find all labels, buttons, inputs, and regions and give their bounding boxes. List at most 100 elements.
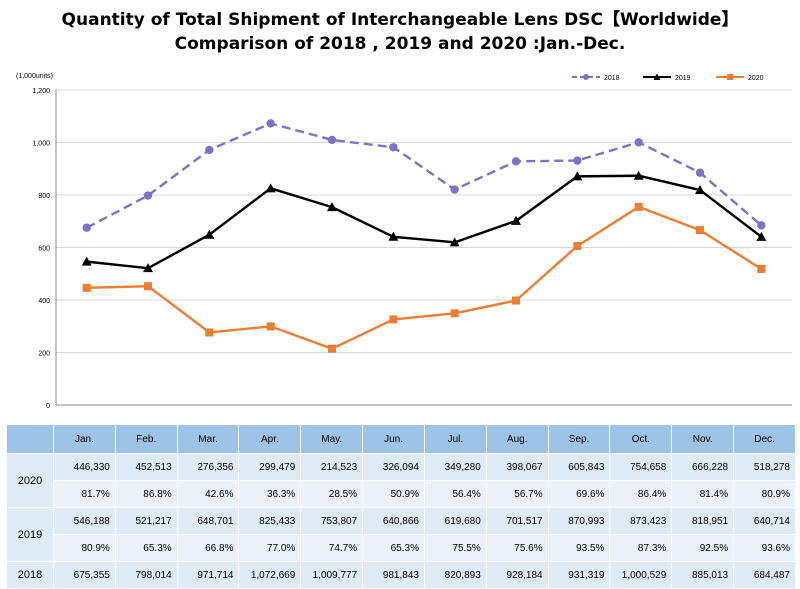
table-cell-percent: 86.8% <box>114 480 178 508</box>
table-cell-percent: 75.5% <box>423 534 487 562</box>
point-2020-Sep. <box>573 241 582 250</box>
table-cell-value: 753,807 <box>300 507 364 535</box>
point-2018-Dec. <box>757 221 766 230</box>
table-cell-value: 818,951 <box>671 507 735 535</box>
table-cell-value: 971,714 <box>176 561 240 589</box>
point-2019-Nov. <box>695 185 705 195</box>
point-2020-Jul. <box>450 309 459 318</box>
point-2019-May. <box>327 202 337 212</box>
table-row-2018: 2018 675,355 798,014 971,714 1,072,669 1,009,… <box>6 561 796 589</box>
table-cell-value: 870,993 <box>547 507 611 535</box>
table-cell-value: 1,009,777 <box>300 561 364 589</box>
series-line-2020 <box>86 205 762 350</box>
y-axis-label: (1,000units) <box>16 73 53 80</box>
table-cell-percent: 65.3% <box>362 534 425 562</box>
table-cell-percent: 77.0% <box>238 534 302 562</box>
point-2020-Jan. <box>82 283 91 292</box>
point-2019-Mar. <box>204 229 215 239</box>
table-cell-value: 518,278 <box>733 453 796 481</box>
table-cell-percent: 69.6% <box>547 480 611 508</box>
series-line-2019 <box>86 174 763 270</box>
point-2020-Oct. <box>634 202 643 211</box>
column-header: Sep. <box>547 424 611 454</box>
column-header: Oct. <box>609 424 673 454</box>
table-cell-value: 299,479 <box>238 453 302 481</box>
chart-title: Quantity of Total Shipment of Interchang… <box>0 8 800 56</box>
table-cell-percent: 92.5% <box>671 534 735 562</box>
table-cell-value: 214,523 <box>300 453 364 481</box>
column-header: Feb. <box>114 424 178 454</box>
table-cell-value: 1,072,669 <box>238 561 302 589</box>
table-cell-percent: 80.9% <box>733 480 796 508</box>
table-cell-percent: 75.6% <box>485 534 549 562</box>
column-header: Aug. <box>485 424 549 454</box>
point-2018-Nov. <box>695 168 705 177</box>
point-2020-May. <box>328 344 336 353</box>
legend-label-2018: 2018 <box>604 75 620 82</box>
point-2020-Dec. <box>757 264 766 273</box>
table-cell-percent: 66.8% <box>176 534 240 562</box>
table-cell-percent: 74.7% <box>300 534 364 562</box>
legend-label-2020: 2020 <box>748 75 764 82</box>
table-cell-value: 326,094 <box>362 453 425 481</box>
table-cell-value: 684,487 <box>733 561 796 589</box>
table-cell-value: 981,843 <box>362 561 425 589</box>
table-cell-value: 820,893 <box>423 561 487 589</box>
table-cell-value: 398,067 <box>485 453 549 481</box>
table-cell-value: 546,188 <box>53 507 116 535</box>
data-table: Jan. Feb. Mar. Apr. May. Jun. Jul. Aug. Sep. Oct.… <box>6 424 796 589</box>
point-2018-Sep. <box>573 156 582 165</box>
point-2019-Dec. <box>756 231 767 241</box>
table-cell-value: 640,866 <box>362 507 425 535</box>
table-cell-value: 452,513 <box>114 453 178 481</box>
table-cell-percent: 65.3% <box>114 534 178 562</box>
table-cell-value: 666,228 <box>671 453 735 481</box>
point-2020-Feb. <box>144 282 152 291</box>
table-row-2019: 2019 546,188 521,217 648,701 825,433 753,807 6… <box>6 507 796 562</box>
table-cell-percent: 56.4% <box>423 480 487 508</box>
point-2019-Apr. <box>265 183 276 193</box>
table-cell-percent: 86.4% <box>609 480 673 508</box>
table-body: 2020 446,330 452,513 276,356 299,479 214,523 3… <box>6 453 796 589</box>
point-2020-Jun. <box>389 315 398 324</box>
table-cell-percent: 36.3% <box>238 480 302 508</box>
y-tick-label: 600 <box>38 246 50 253</box>
point-2019-Jul. <box>449 237 460 247</box>
table-cell-value: 640,714 <box>733 507 796 535</box>
table-cell-value: 276,356 <box>176 453 240 481</box>
point-2019-Sep. <box>572 171 583 181</box>
table-row-2020: 2020 446,330 452,513 276,356 299,479 214,523 3… <box>6 453 796 508</box>
column-header: May. <box>300 424 364 454</box>
y-tick-label: 400 <box>38 298 50 305</box>
point-2018-Jul. <box>450 185 459 194</box>
table-corner-cell <box>6 424 54 454</box>
point-2018-Aug. <box>511 157 521 166</box>
table-cell-percent: 42.6% <box>176 480 240 508</box>
point-2018-Jan. <box>82 223 91 232</box>
table-cell-percent: 56.7% <box>485 480 549 508</box>
series-line-2018 <box>86 122 763 229</box>
table-cell-value: 1,000,529 <box>609 561 673 589</box>
table-cell-value: 349,280 <box>423 453 487 481</box>
title-line-2: Comparison of 2018 , 2019 and 2020 :Jan.… <box>174 34 626 54</box>
table-cell-percent: 93.6% <box>733 534 796 562</box>
line-chart: 0 200 400 600 800 1,000 1,200 (1,000units) 2018 2… <box>16 73 792 410</box>
legend-marker-2020 <box>727 74 733 80</box>
table-cell-value: 605,843 <box>547 453 611 481</box>
point-2020-Mar. <box>205 328 214 337</box>
point-2019-Jan. <box>81 256 92 266</box>
row-year-label: 2020 <box>6 453 54 508</box>
table-cell-value: 798,014 <box>114 561 178 589</box>
column-header: Jul. <box>423 424 487 454</box>
table-row-2020-percent: 81.7% 86.8% 42.6% 36.3% 28.5% 50.9% 56.4% 56.7%… <box>7 480 796 508</box>
y-tick-label: 0 <box>46 403 50 410</box>
table-cell-value: 446,330 <box>53 453 116 481</box>
point-2020-Nov. <box>696 226 704 235</box>
table-cell-value: 928,184 <box>485 561 549 589</box>
point-2020-Aug. <box>512 296 520 305</box>
legend-marker-2018 <box>583 74 589 80</box>
table-cell-percent: 81.7% <box>53 480 116 508</box>
table-cell-percent: 28.5% <box>300 480 364 508</box>
point-2019-Aug. <box>511 215 521 225</box>
table-cell-value: 931,319 <box>547 561 611 589</box>
